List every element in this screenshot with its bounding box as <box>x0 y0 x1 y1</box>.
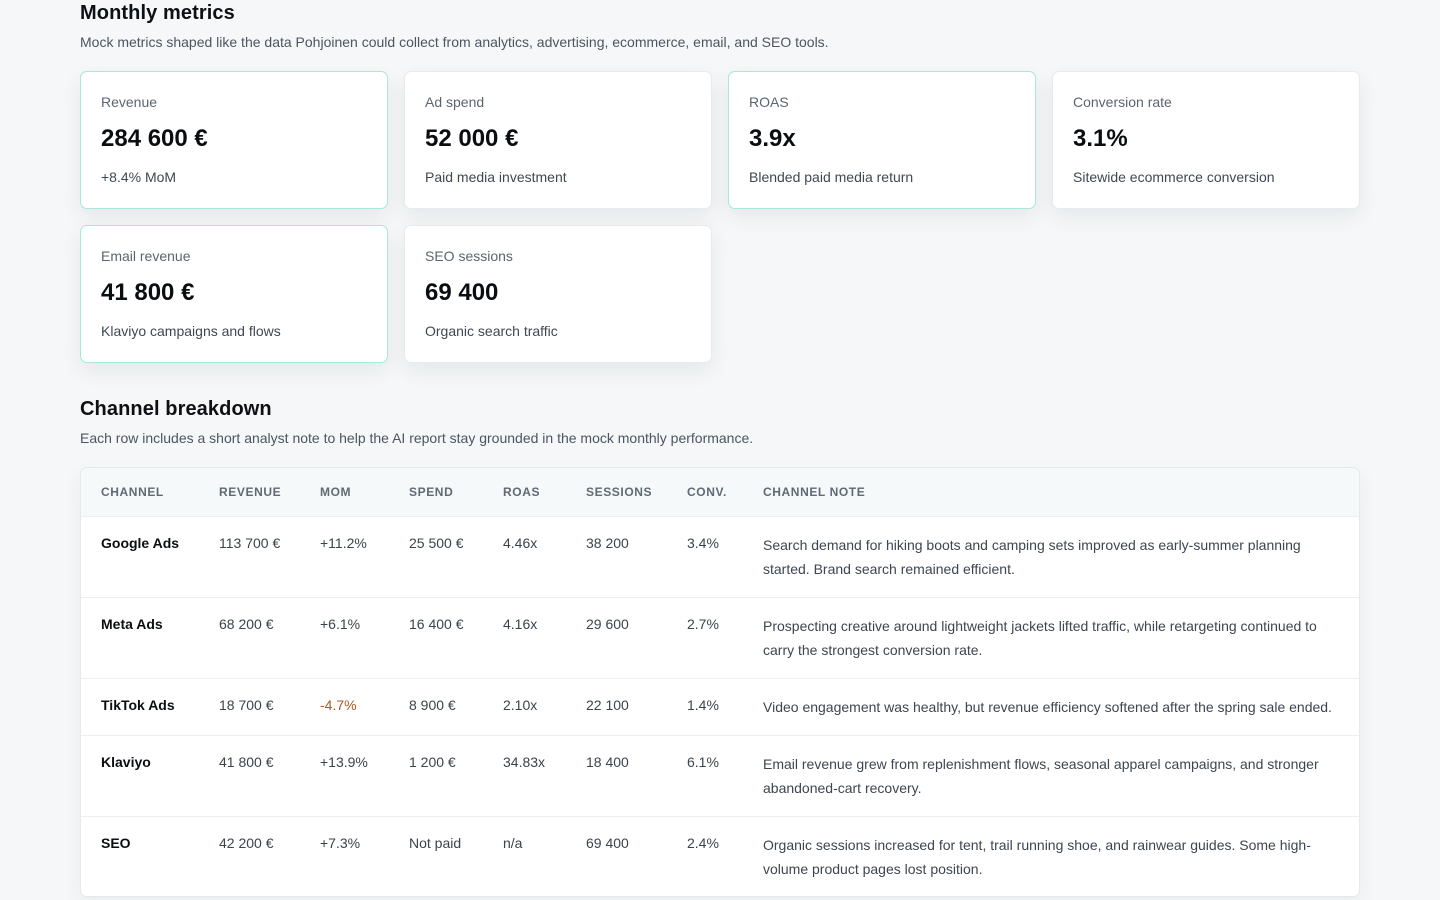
metric-card-revenue: Revenue 284 600 € +8.4% MoM <box>80 71 388 209</box>
metric-card-email-revenue: Email revenue 41 800 € Klaviyo campaigns… <box>80 225 388 363</box>
cell-spend: 8 900 € <box>409 696 456 713</box>
column-header-channel[interactable]: Channel <box>101 484 164 499</box>
metric-value: 284 600 € <box>101 125 208 152</box>
monthly-metrics-subtitle: Mock metrics shaped like the data Pohjoi… <box>80 34 829 50</box>
cell-conv: 3.4% <box>687 534 719 551</box>
cell-channel: SEO <box>101 834 131 851</box>
cell-mom: +13.9% <box>320 753 368 770</box>
cell-spend: 16 400 € <box>409 615 464 632</box>
metric-note: Paid media investment <box>425 169 567 185</box>
metric-label: Revenue <box>101 94 158 110</box>
cell-channel: Meta Ads <box>101 615 163 632</box>
metric-value: 3.1% <box>1073 125 1128 152</box>
cell-roas: 34.83x <box>503 753 546 770</box>
cell-roas: n/a <box>503 834 523 851</box>
cell-sessions: 29 600 <box>586 615 629 632</box>
channel-table: Channel Revenue MoM Spend ROAS Sessions … <box>81 468 1359 896</box>
channel-breakdown-title: Channel breakdown <box>80 398 272 420</box>
cell-channel-note: Search demand for hiking boots and campi… <box>763 536 1301 577</box>
cell-conv: 2.7% <box>687 615 719 632</box>
cell-conv: 6.1% <box>687 753 719 770</box>
table-row: Google Ads 113 700 € +11.2% 25 500 € 4.4… <box>81 516 1359 597</box>
cell-channel-note: Prospecting creative around lightweight … <box>763 617 1317 658</box>
cell-conv: 1.4% <box>687 696 719 713</box>
metric-label: SEO sessions <box>425 248 513 264</box>
cell-revenue: 42 200 € <box>219 834 274 851</box>
cell-roas: 2.10x <box>503 696 538 713</box>
cell-channel: Klaviyo <box>101 753 151 770</box>
cell-sessions: 38 200 <box>586 534 629 551</box>
metric-card-ad-spend: Ad spend 52 000 € Paid media investment <box>404 71 712 209</box>
cell-revenue: 113 700 € <box>219 534 281 551</box>
cell-mom: +11.2% <box>320 534 367 551</box>
cell-roas: 4.16x <box>503 615 538 632</box>
cell-mom: +7.3% <box>320 834 361 851</box>
metric-label: ROAS <box>749 94 789 110</box>
channel-breakdown-subtitle: Each row includes a short analyst note t… <box>80 430 754 446</box>
metric-value: 41 800 € <box>101 279 195 306</box>
metric-note: Organic search traffic <box>425 323 558 339</box>
cell-channel: Google Ads <box>101 534 180 551</box>
cell-mom: +6.1% <box>320 615 361 632</box>
table-row: Klaviyo 41 800 € +13.9% 1 200 € 34.83x 1… <box>81 735 1359 816</box>
column-header-spend[interactable]: Spend <box>409 484 454 499</box>
column-header-roas[interactable]: ROAS <box>503 484 541 499</box>
cell-channel: TikTok Ads <box>101 696 175 713</box>
metric-label: Ad spend <box>425 94 485 110</box>
metric-note: +8.4% MoM <box>101 169 177 185</box>
monthly-metrics-title: Monthly metrics <box>80 2 235 24</box>
table-row: TikTok Ads 18 700 € -4.7% 8 900 € 2.10x … <box>81 678 1359 735</box>
cell-sessions: 18 400 <box>586 753 629 770</box>
metric-card-conversion-rate: Conversion rate 3.1% Sitewide ecommerce … <box>1052 71 1360 209</box>
metric-label: Conversion rate <box>1073 94 1172 110</box>
column-header-mom[interactable]: MoM <box>320 484 352 499</box>
metric-note: Blended paid media return <box>749 169 914 185</box>
table-row: Meta Ads 68 200 € +6.1% 16 400 € 4.16x 2… <box>81 597 1359 678</box>
metric-card-roas: ROAS 3.9x Blended paid media return <box>728 71 1036 209</box>
column-header-sessions[interactable]: Sessions <box>586 484 653 499</box>
metric-value: 3.9x <box>749 125 796 152</box>
metrics-grid: Revenue 284 600 € +8.4% MoM Ad spend 52 … <box>80 71 1360 363</box>
cell-spend: 1 200 € <box>409 753 456 770</box>
cell-channel-note: Email revenue grew from replenishment fl… <box>763 755 1319 796</box>
channel-table-card: Channel Revenue MoM Spend ROAS Sessions … <box>80 467 1360 897</box>
column-header-revenue[interactable]: Revenue <box>219 484 282 499</box>
metric-label: Email revenue <box>101 248 191 264</box>
cell-roas: 4.46x <box>503 534 538 551</box>
table-row: SEO 42 200 € +7.3% Not paid n/a 69 400 2… <box>81 816 1359 896</box>
cell-sessions: 22 100 <box>586 696 629 713</box>
cell-revenue: 68 200 € <box>219 615 274 632</box>
cell-revenue: 41 800 € <box>219 753 274 770</box>
metric-note: Klaviyo campaigns and flows <box>101 323 281 339</box>
metric-value: 52 000 € <box>425 125 519 152</box>
cell-sessions: 69 400 <box>586 834 629 851</box>
cell-conv: 2.4% <box>687 834 719 851</box>
column-header-conv[interactable]: Conv. <box>687 484 727 499</box>
cell-mom-negative: -4.7% <box>320 696 357 713</box>
cell-revenue: 18 700 € <box>219 696 274 713</box>
cell-spend: 25 500 € <box>409 534 464 551</box>
table-header-row: Channel Revenue MoM Spend ROAS Sessions … <box>81 468 1359 516</box>
cell-channel-note: Organic sessions increased for tent, tra… <box>763 836 1311 877</box>
metric-value: 69 400 <box>425 279 499 306</box>
metric-note: Sitewide ecommerce conversion <box>1073 169 1275 185</box>
cell-channel-note: Video engagement was healthy, but revenu… <box>763 698 1332 715</box>
cell-spend: Not paid <box>409 834 462 851</box>
metric-card-seo-sessions: SEO sessions 69 400 Organic search traff… <box>404 225 712 363</box>
column-header-channel-note[interactable]: Channel note <box>763 484 866 499</box>
